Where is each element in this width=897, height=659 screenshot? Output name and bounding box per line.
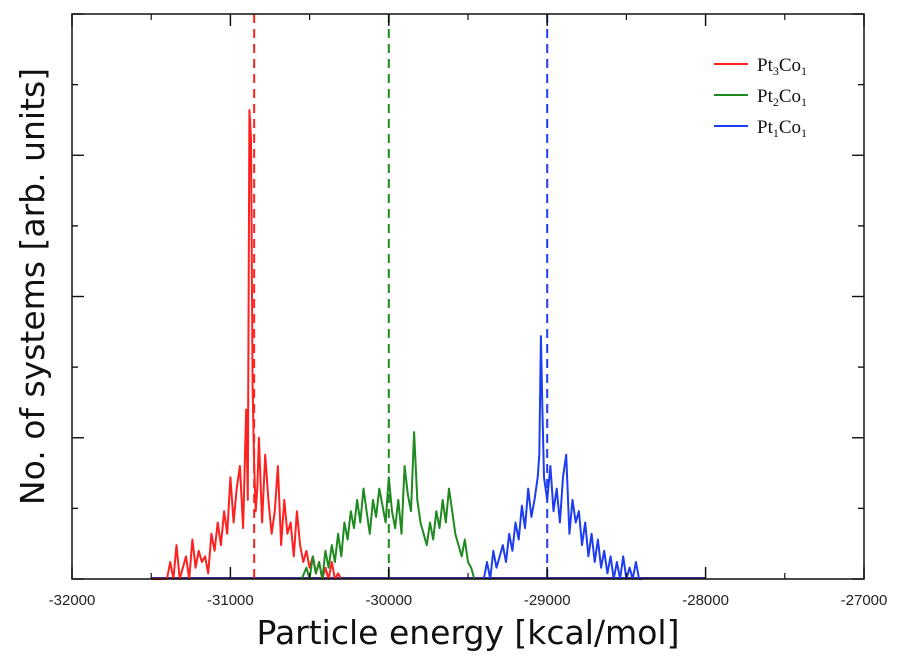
legend: Pt3Co1 Pt2Co1 Pt1Co1: [714, 55, 807, 140]
x-tick-label: -31000: [207, 592, 254, 609]
x-tick-label: -32000: [49, 592, 96, 609]
series-line-2: [482, 335, 643, 580]
series-line-1: [300, 431, 476, 580]
y-axis-label: No. of systems [arb. units]: [13, 68, 52, 505]
x-tick-label: -29000: [524, 592, 571, 609]
x-tick-labels: -32000 -31000 -30000 -29000 -28000 -27000: [49, 592, 888, 609]
x-tick-label: -27000: [841, 592, 888, 609]
series-layer: [151, 109, 706, 580]
legend-label-1: Pt2Co1: [757, 86, 807, 109]
axis-ticks: [71, 13, 865, 580]
plot-frame: [71, 13, 865, 580]
mean-lines: [253, 14, 549, 579]
legend-label-0: Pt3Co1: [757, 55, 807, 78]
legend-label-2: Pt1Co1: [757, 117, 807, 140]
x-axis-label: Particle energy [kcal/mol]: [257, 613, 680, 652]
series-line-0: [151, 109, 343, 580]
x-tick-label: -28000: [682, 592, 729, 609]
x-tick-label: -30000: [365, 592, 412, 609]
